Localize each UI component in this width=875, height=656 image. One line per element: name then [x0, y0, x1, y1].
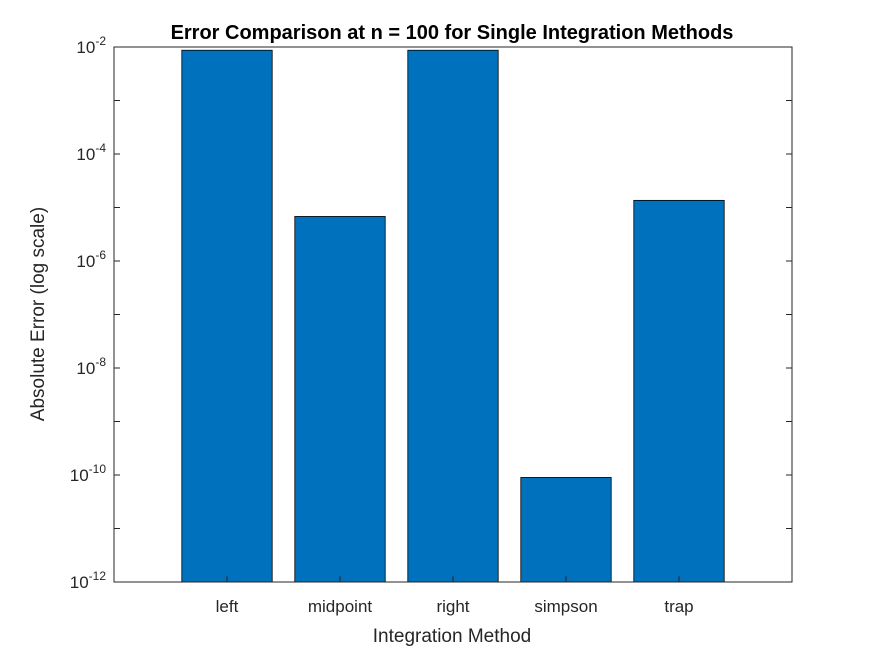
y-tick-exponent: -8 [95, 355, 106, 369]
y-tick-exponent: -12 [89, 569, 107, 583]
y-tick-label: 10-12 [70, 569, 107, 592]
y-tick-label: 10-4 [76, 141, 106, 164]
x-tick-labels: left midpoint right simpson trap [216, 597, 694, 616]
y-tick-base: 10 [70, 466, 89, 485]
bar-trap [633, 199, 725, 583]
y-tick-label: 10-6 [76, 248, 106, 271]
y-tick-base: 10 [70, 573, 89, 592]
y-tick-label: 10-2 [76, 34, 106, 57]
y-tick-base: 10 [76, 38, 95, 57]
bar-right [407, 49, 499, 583]
y-tick-exponent: -6 [95, 248, 106, 262]
x-tick-label: trap [664, 597, 693, 616]
y-tick-exponent: -2 [95, 34, 106, 48]
x-tick-label: simpson [534, 597, 597, 616]
x-axis-label: Integration Method [373, 626, 531, 647]
y-tick-base: 10 [76, 252, 95, 271]
bar-midpoint [294, 216, 386, 583]
bar-simpson [520, 477, 612, 583]
y-tick-label: 10-10 [70, 462, 107, 485]
axes-box [113, 46, 793, 583]
y-tick-label: 10-8 [76, 355, 106, 378]
x-tick-label: midpoint [308, 597, 373, 616]
y-axis-label: Absolute Error (log scale) [28, 207, 49, 421]
y-tick-base: 10 [76, 145, 95, 164]
chart-title: Error Comparison at n = 100 for Single I… [171, 22, 734, 44]
y-tick-exponent: -10 [89, 462, 107, 476]
bars-group [181, 49, 725, 583]
y-tick-exponent: -4 [95, 141, 106, 155]
ticks-group [114, 46, 792, 583]
y-tick-base: 10 [76, 359, 95, 378]
x-tick-label: right [436, 597, 469, 616]
bar-left [181, 49, 273, 583]
x-tick-label: left [216, 597, 239, 616]
